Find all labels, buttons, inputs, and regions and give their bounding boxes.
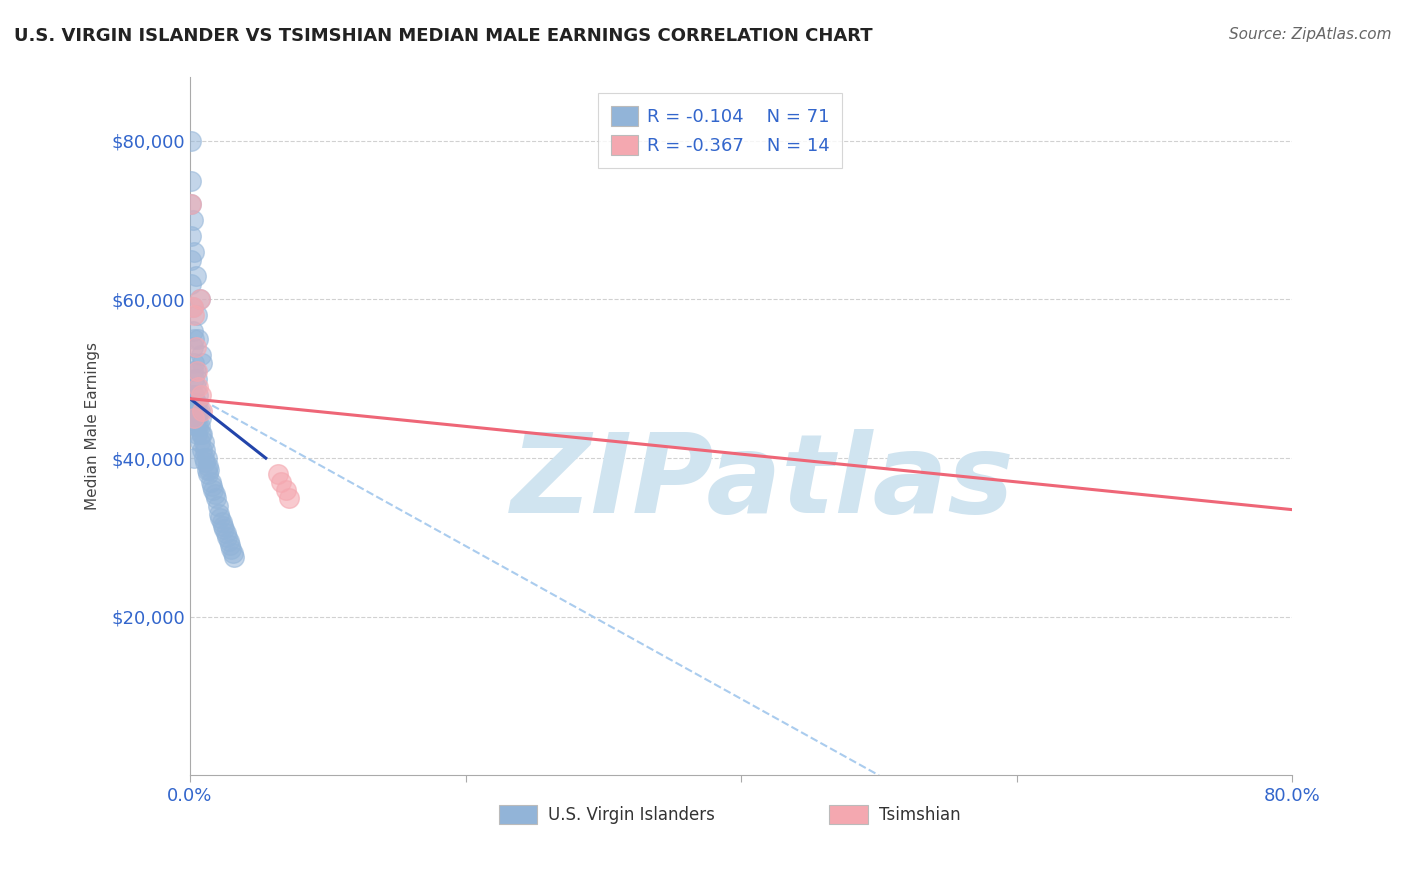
Point <box>180 134 202 148</box>
Point <box>181 301 204 315</box>
Point <box>191 427 214 442</box>
Point <box>187 380 209 394</box>
Point <box>183 244 205 259</box>
Point <box>207 499 229 513</box>
Point <box>181 340 204 354</box>
Point <box>188 293 211 307</box>
Point <box>209 510 232 524</box>
Point <box>188 435 211 450</box>
Point <box>215 526 238 541</box>
FancyBboxPatch shape <box>830 805 868 824</box>
Text: Source: ZipAtlas.com: Source: ZipAtlas.com <box>1229 27 1392 42</box>
Point <box>180 229 202 244</box>
Point <box>188 293 211 307</box>
Point <box>219 538 242 552</box>
Point <box>214 523 236 537</box>
Point <box>186 309 208 323</box>
Point <box>183 411 205 425</box>
Point <box>224 550 246 565</box>
Point <box>187 332 209 346</box>
Point <box>180 277 202 291</box>
Point <box>183 332 205 346</box>
Point <box>194 443 217 458</box>
Point <box>191 356 214 370</box>
Point <box>191 403 214 417</box>
Point <box>193 435 215 450</box>
Point <box>267 467 290 481</box>
Text: U.S. Virgin Islanders: U.S. Virgin Islanders <box>548 806 716 824</box>
Text: U.S. VIRGIN ISLANDER VS TSIMSHIAN MEDIAN MALE EARNINGS CORRELATION CHART: U.S. VIRGIN ISLANDER VS TSIMSHIAN MEDIAN… <box>14 27 873 45</box>
Point <box>180 173 202 187</box>
Point <box>217 530 239 544</box>
Point <box>184 268 207 283</box>
Point <box>183 372 205 386</box>
Point <box>221 542 243 557</box>
Text: ZIPatlas: ZIPatlas <box>512 429 1015 536</box>
Point <box>186 372 208 386</box>
Point <box>188 419 211 434</box>
Point <box>190 411 212 425</box>
Point <box>195 463 218 477</box>
Point <box>212 518 235 533</box>
Point <box>201 479 224 493</box>
Point <box>204 487 226 501</box>
Point <box>198 463 221 477</box>
Point <box>184 395 207 409</box>
Text: Tsimshian: Tsimshian <box>879 806 960 824</box>
Point <box>183 451 205 466</box>
Point <box>187 387 209 401</box>
Point <box>186 427 208 442</box>
Point <box>184 380 207 394</box>
Point <box>270 475 292 489</box>
Point <box>181 387 204 401</box>
Point <box>197 467 219 481</box>
Point <box>180 197 202 211</box>
Point <box>188 403 211 417</box>
Point <box>186 395 208 409</box>
Point <box>190 427 212 442</box>
Point <box>186 411 208 425</box>
Point <box>208 507 231 521</box>
FancyBboxPatch shape <box>499 805 537 824</box>
Point <box>180 197 202 211</box>
Point <box>205 491 228 505</box>
Point <box>211 515 233 529</box>
Point <box>276 483 298 497</box>
Point <box>197 458 219 473</box>
Point <box>190 348 212 362</box>
Point <box>184 340 207 354</box>
Point <box>183 387 205 401</box>
Point <box>278 491 301 505</box>
Point <box>183 411 205 425</box>
Point <box>187 403 209 417</box>
Legend: R = -0.104    N = 71, R = -0.367    N = 14: R = -0.104 N = 71, R = -0.367 N = 14 <box>598 94 842 168</box>
Point <box>181 364 204 378</box>
Point <box>202 483 225 497</box>
Point <box>190 387 212 401</box>
Point <box>183 356 205 370</box>
Point <box>181 301 204 315</box>
Point <box>195 451 218 466</box>
Point <box>193 451 215 466</box>
Point <box>218 534 240 549</box>
Point <box>184 364 207 378</box>
Point <box>194 455 217 469</box>
Point <box>186 364 208 378</box>
Point <box>200 475 222 489</box>
Point <box>222 546 245 560</box>
Point <box>184 419 207 434</box>
Point <box>181 213 204 227</box>
Point <box>187 419 209 434</box>
Point <box>181 403 204 417</box>
Y-axis label: Median Male Earnings: Median Male Earnings <box>86 343 100 510</box>
Point <box>181 324 204 338</box>
Point <box>191 443 214 458</box>
Point <box>183 309 205 323</box>
Point <box>180 252 202 267</box>
